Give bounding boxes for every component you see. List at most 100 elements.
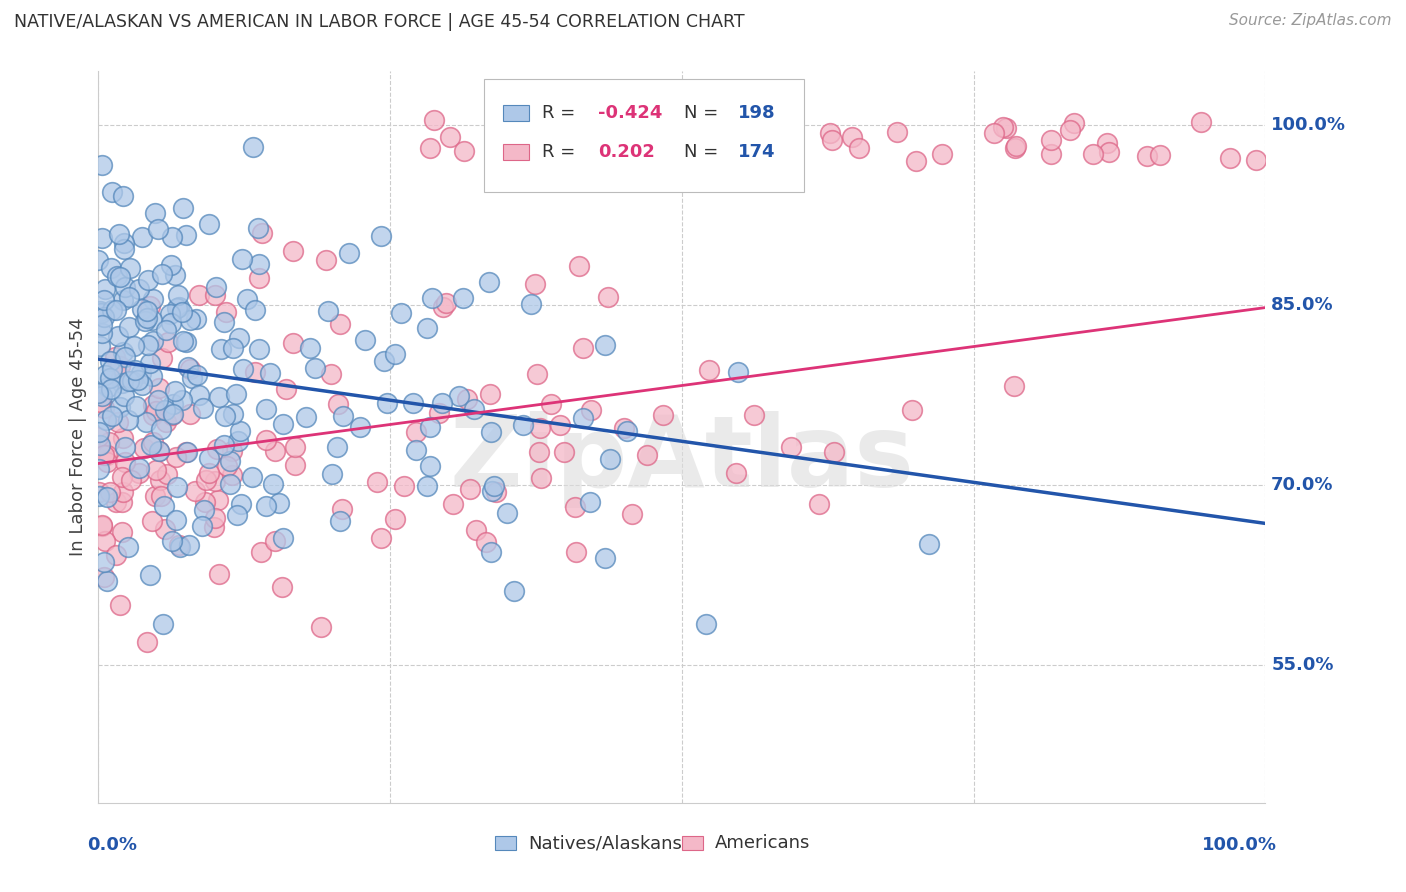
Point <box>512 418 534 433</box>
Point <box>558 149 581 163</box>
Text: 100.0%: 100.0% <box>1202 836 1277 854</box>
Text: N =: N = <box>685 104 724 122</box>
Point <box>160 230 183 244</box>
Text: ZipAtlas: ZipAtlas <box>450 410 914 508</box>
Point <box>142 408 165 422</box>
Point <box>89 304 111 318</box>
Point <box>87 430 110 444</box>
Point <box>247 221 270 235</box>
Point <box>131 378 153 392</box>
Point <box>725 466 748 480</box>
Point <box>152 617 174 632</box>
Point <box>194 473 217 487</box>
Point <box>96 455 118 469</box>
Point <box>599 451 621 466</box>
Point <box>564 500 586 515</box>
Point <box>111 376 134 390</box>
Point <box>204 288 226 302</box>
Point <box>162 407 184 421</box>
Point <box>89 394 111 409</box>
Text: N =: N = <box>685 143 724 161</box>
Point <box>321 467 343 481</box>
Point <box>207 493 229 508</box>
FancyBboxPatch shape <box>484 78 804 192</box>
Point <box>394 479 416 493</box>
Point <box>571 341 593 355</box>
Point <box>228 331 250 345</box>
Point <box>87 386 110 401</box>
Bar <box>503 105 529 121</box>
Point <box>593 551 616 566</box>
Point <box>598 290 620 304</box>
Point <box>114 350 136 364</box>
Bar <box>503 144 529 160</box>
Point <box>136 635 159 649</box>
Point <box>138 299 160 313</box>
Point <box>131 230 153 244</box>
Point <box>194 495 217 509</box>
Point <box>111 293 134 308</box>
Point <box>134 441 156 455</box>
Point <box>141 368 163 383</box>
Point <box>259 366 281 380</box>
Point <box>155 415 177 429</box>
Point <box>298 341 321 355</box>
Point <box>375 396 398 410</box>
Text: 100.0%: 100.0% <box>1271 116 1346 135</box>
Point <box>165 450 187 465</box>
Point <box>458 482 481 496</box>
Point <box>508 114 530 128</box>
Point <box>170 392 193 407</box>
Point <box>121 374 143 388</box>
Point <box>214 438 236 452</box>
Point <box>254 499 277 513</box>
Point <box>148 392 170 407</box>
Point <box>114 279 136 293</box>
Point <box>993 120 1015 134</box>
Point <box>529 420 551 434</box>
Point <box>136 337 159 351</box>
Point <box>149 473 172 487</box>
Point <box>523 277 546 291</box>
Text: Natives/Alaskans: Natives/Alaskans <box>527 834 682 852</box>
Point <box>170 305 193 319</box>
Point <box>93 533 115 548</box>
Point <box>176 445 198 459</box>
Point <box>232 362 254 376</box>
Point <box>247 257 270 271</box>
Point <box>502 584 524 599</box>
Point <box>236 292 259 306</box>
Point <box>263 534 285 549</box>
Point <box>848 141 870 155</box>
Point <box>823 445 845 459</box>
Point <box>125 399 148 413</box>
Point <box>526 367 548 381</box>
Point <box>620 507 643 521</box>
Point <box>209 343 232 357</box>
Point <box>1040 147 1063 161</box>
Point <box>269 496 291 510</box>
Point <box>479 425 502 440</box>
Point <box>91 389 114 403</box>
Point <box>111 345 134 359</box>
Point <box>208 390 231 404</box>
Point <box>548 418 571 433</box>
Point <box>917 537 939 551</box>
Text: 70.0%: 70.0% <box>1271 476 1334 494</box>
Point <box>145 403 167 417</box>
Point <box>186 311 208 326</box>
Point <box>215 305 238 319</box>
Point <box>256 401 278 416</box>
Point <box>136 304 159 318</box>
Point <box>593 338 616 352</box>
Point <box>463 401 485 416</box>
Point <box>332 409 354 423</box>
Point <box>664 145 686 160</box>
Bar <box>682 837 703 849</box>
Point <box>198 466 221 480</box>
Point <box>207 442 229 456</box>
Point <box>579 403 602 417</box>
Point <box>153 522 176 536</box>
Point <box>91 518 114 533</box>
Point <box>456 392 478 406</box>
